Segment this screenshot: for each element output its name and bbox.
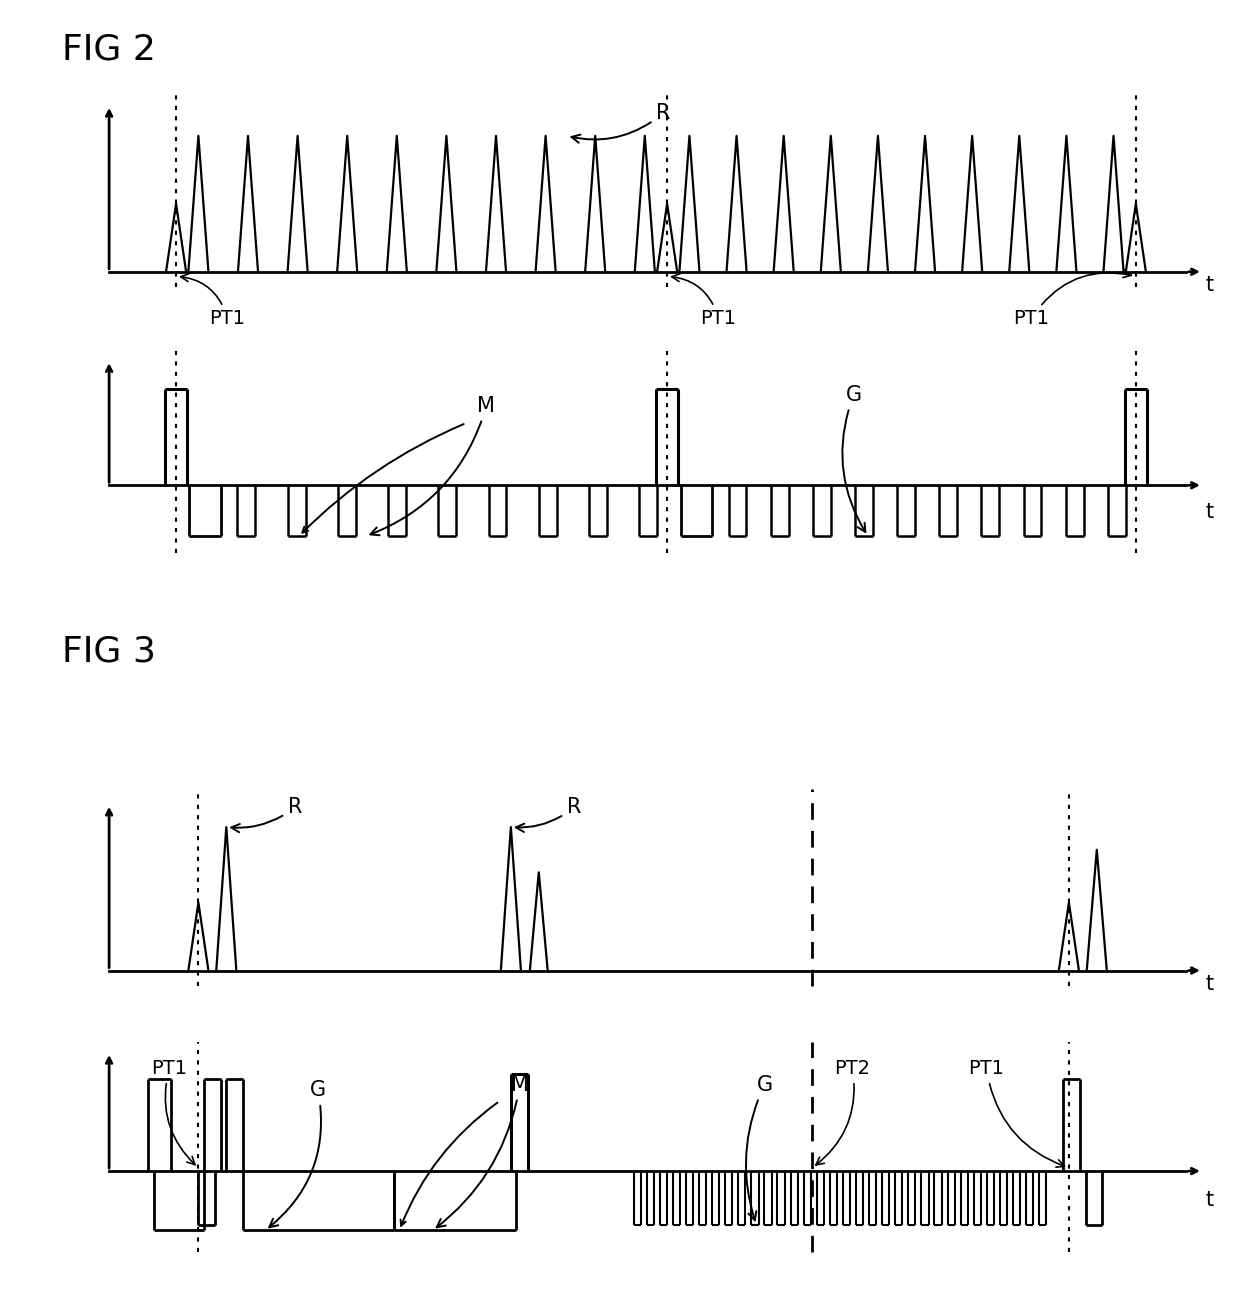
Text: M: M <box>371 396 495 536</box>
Text: PT1: PT1 <box>968 1058 1064 1167</box>
Text: PT1: PT1 <box>181 274 246 329</box>
Text: R: R <box>516 797 582 832</box>
Text: t: t <box>1205 974 1213 994</box>
Text: PT1: PT1 <box>672 274 737 329</box>
Text: PT2: PT2 <box>816 1058 870 1165</box>
Text: FIG 3: FIG 3 <box>62 634 156 668</box>
Text: G: G <box>269 1080 326 1227</box>
Text: t: t <box>1205 276 1213 295</box>
Text: t: t <box>1205 1190 1213 1210</box>
Text: G: G <box>842 384 866 532</box>
Text: R: R <box>572 104 671 142</box>
Text: t: t <box>1205 502 1213 523</box>
Text: PT1: PT1 <box>1013 270 1131 329</box>
Text: FIG 2: FIG 2 <box>62 32 156 66</box>
Text: R: R <box>231 797 303 832</box>
Text: PT1: PT1 <box>151 1058 195 1165</box>
Text: M: M <box>436 1075 528 1227</box>
Text: G: G <box>746 1075 773 1220</box>
